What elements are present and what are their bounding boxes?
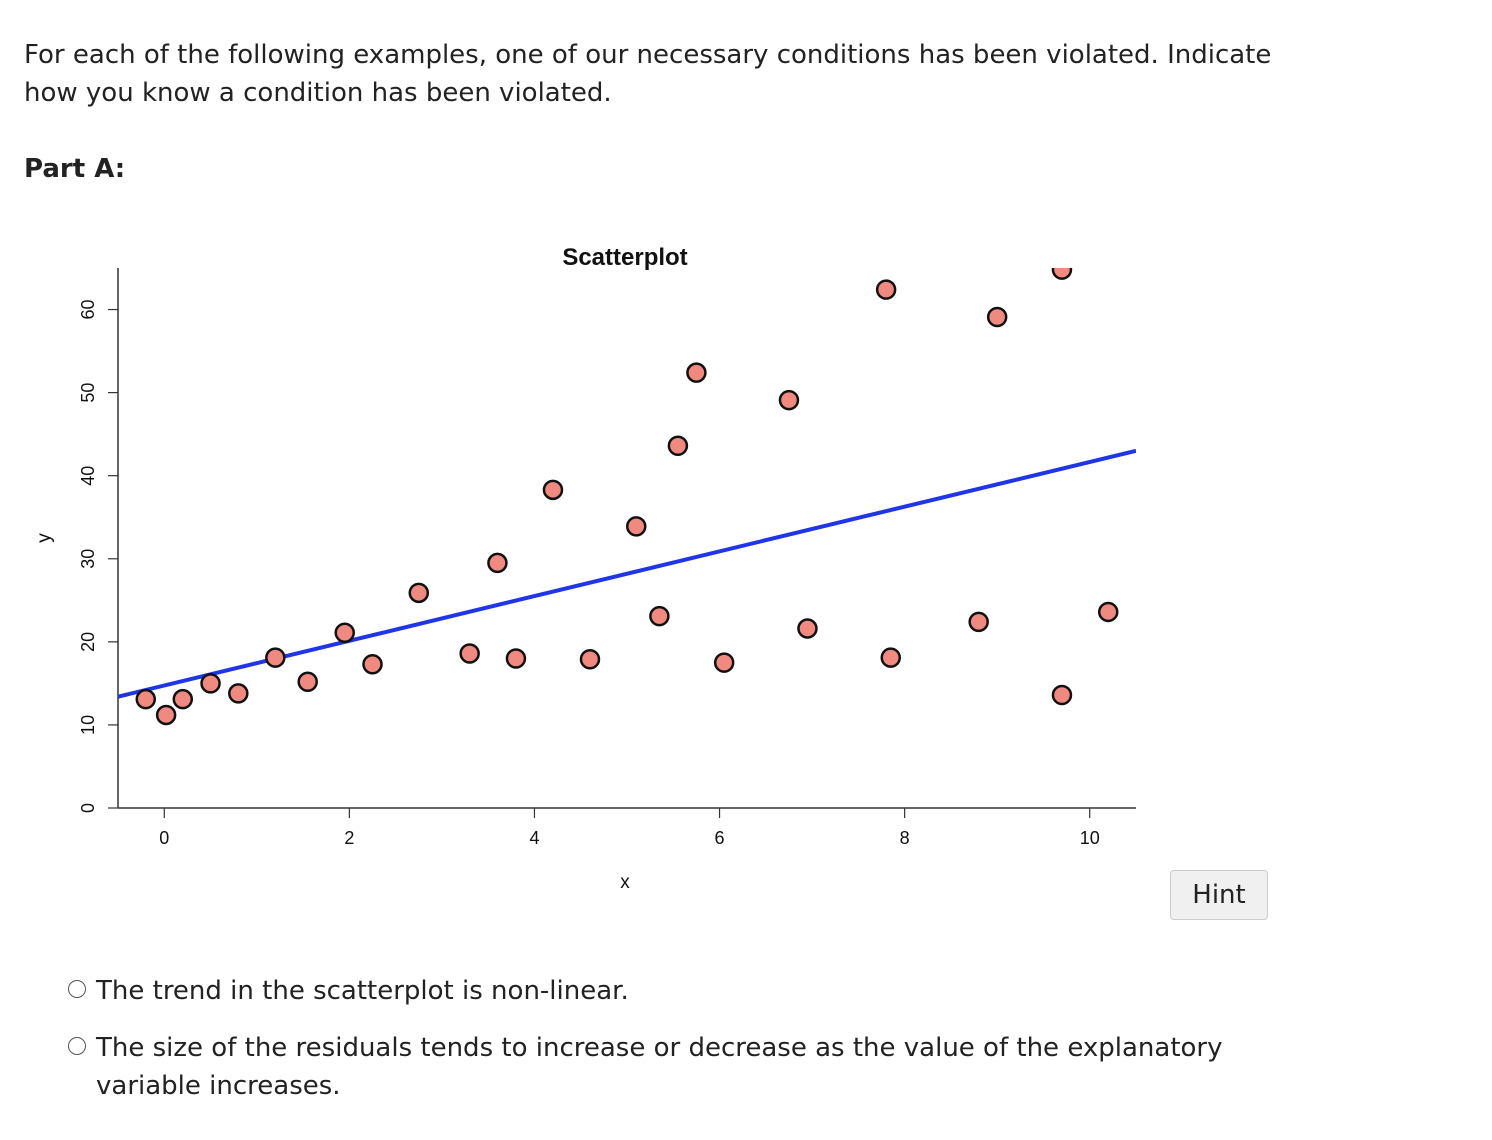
data-point xyxy=(362,654,383,675)
data-point xyxy=(649,605,670,627)
data-point xyxy=(579,649,601,670)
y-tick-label: 60 xyxy=(78,300,98,320)
answer-option-label: The size of the residuals tends to incre… xyxy=(96,1033,1223,1101)
x-tick-label: 2 xyxy=(344,828,354,848)
data-point xyxy=(505,648,527,669)
x-tick-label: 6 xyxy=(715,828,725,848)
part-a-label: Part A: xyxy=(24,154,126,184)
data-point xyxy=(713,652,735,673)
answer-options: The trend in the scatterplot is non-line… xyxy=(68,972,1328,1124)
data-point xyxy=(667,435,689,457)
y-tick-label: 30 xyxy=(78,549,98,569)
data-point xyxy=(686,362,707,383)
data-point xyxy=(487,552,508,574)
y-tick-label: 50 xyxy=(78,383,98,403)
data-point xyxy=(334,622,355,643)
y-tick-label: 20 xyxy=(78,632,98,652)
scatterplot-chart: Scatterplot x y 0 2 4 6 8 10 0 10 20 30 40 50 60 xyxy=(34,244,1136,893)
question-prompt: For each of the following examples, one … xyxy=(24,40,1272,108)
data-point xyxy=(1051,268,1073,280)
chart-title: Scatterplot xyxy=(562,244,687,271)
data-point xyxy=(626,516,647,537)
y-tick-label: 10 xyxy=(78,715,98,735)
y-tick-label: 0 xyxy=(78,803,98,813)
x-tick-label: 0 xyxy=(159,828,169,848)
x-tick-label: 10 xyxy=(1080,828,1100,848)
data-point xyxy=(875,279,897,300)
data-point xyxy=(880,647,902,668)
x-tick-label: 8 xyxy=(900,828,910,848)
radio-button[interactable] xyxy=(68,1037,86,1055)
hint-button[interactable]: Hint xyxy=(1170,870,1268,920)
data-point xyxy=(155,704,177,726)
data-point xyxy=(408,582,430,604)
data-point xyxy=(1051,684,1073,706)
data-point xyxy=(778,389,800,411)
x-axis-label: x xyxy=(620,872,630,893)
data-point xyxy=(228,683,249,704)
radio-button[interactable] xyxy=(68,980,86,998)
data-point xyxy=(968,611,989,633)
answer-option-label: The trend in the scatterplot is non-line… xyxy=(96,976,629,1006)
data-point xyxy=(542,479,564,501)
data-point xyxy=(200,673,221,694)
data-point xyxy=(265,647,286,668)
regression-line xyxy=(118,448,1136,699)
data-point xyxy=(986,306,1008,328)
axes: 0 2 4 6 8 10 0 10 20 30 40 50 60 xyxy=(78,268,1136,848)
data-point xyxy=(297,671,318,692)
data-point xyxy=(135,688,157,710)
x-tick-label: 4 xyxy=(529,828,539,848)
data-point xyxy=(459,643,480,664)
y-tick-label: 40 xyxy=(78,466,98,486)
answer-option[interactable]: The size of the residuals tends to incre… xyxy=(68,1029,1328,1105)
y-axis-label: y xyxy=(34,533,55,543)
data-points xyxy=(118,268,1136,726)
data-point xyxy=(172,688,194,710)
data-point xyxy=(1097,601,1119,623)
answer-option[interactable]: The trend in the scatterplot is non-line… xyxy=(68,972,1328,1010)
data-point xyxy=(797,618,818,639)
